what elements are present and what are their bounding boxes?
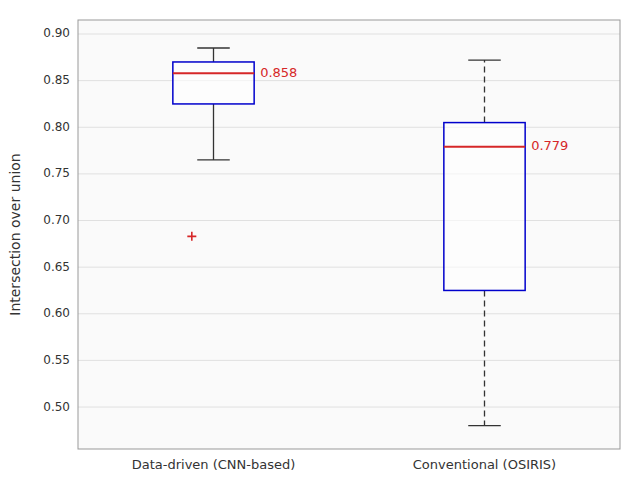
y-tick-label: 0.50 (43, 400, 70, 414)
plot-area (78, 20, 620, 449)
y-tick-label: 0.85 (43, 73, 70, 87)
whisker-low (484, 290, 485, 425)
box (444, 123, 525, 291)
y-tick-label: 0.75 (43, 166, 70, 180)
x-tick-label: Data-driven (CNN-based) (132, 457, 296, 472)
x-tick-label: Conventional (OSIRIS) (413, 457, 556, 472)
whisker-high (484, 60, 485, 122)
y-tick-label: 0.55 (43, 353, 70, 367)
median-label: 0.858 (260, 65, 297, 80)
plot-frame (78, 20, 620, 449)
median (173, 72, 254, 74)
y-tick-label: 0.65 (43, 260, 70, 274)
grid-line (78, 313, 620, 314)
outlier (187, 232, 196, 241)
chart-container: 0.50 0.55 0.60 0.65 0.70 0.75 0.80 0.85 0.90 Data… (0, 0, 640, 501)
whisker-low (213, 104, 214, 160)
boxes (173, 48, 525, 426)
grid-line (78, 127, 620, 128)
grid-line (78, 33, 620, 34)
chart-svg: 0.50 0.55 0.60 0.65 0.70 0.75 0.80 0.85 0.90 Data… (0, 0, 640, 501)
y-tick-label: 0.80 (43, 120, 70, 134)
y-tick-label: 0.70 (43, 213, 70, 227)
cap-high (468, 59, 501, 60)
box-group (444, 60, 525, 426)
grid-line (78, 80, 620, 81)
box (173, 62, 254, 104)
cap-low (197, 159, 230, 160)
grid-line (78, 173, 620, 174)
y-axis-label: Intersection over union (7, 153, 23, 315)
y-tick-label: 0.60 (43, 306, 70, 320)
grid-line (78, 220, 620, 221)
data-labels: 0.858 0.779 (260, 65, 568, 154)
whisker-high (213, 48, 214, 62)
grid-line (78, 407, 620, 408)
grid-line (78, 360, 620, 361)
y-tick-label: 0.90 (43, 26, 70, 40)
grid-line (78, 267, 620, 268)
median (444, 146, 525, 148)
median-label: 0.779 (531, 138, 568, 153)
grid (78, 34, 620, 407)
cap-low (468, 425, 501, 426)
cap-high (197, 47, 230, 48)
box-group (173, 48, 254, 241)
